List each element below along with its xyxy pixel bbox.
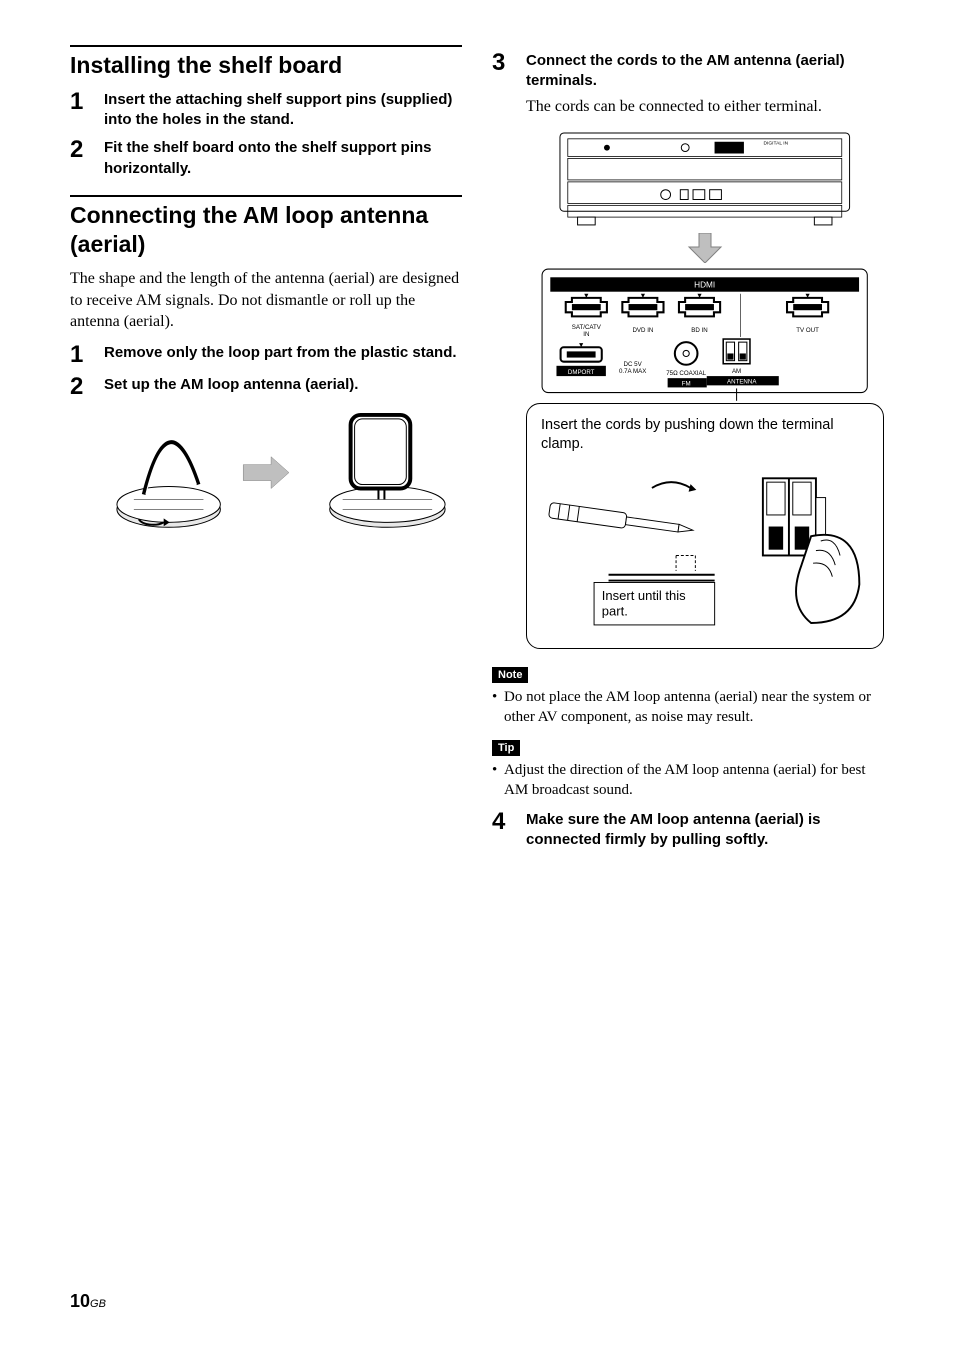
antenna-steps: 1 Remove only the loop part from the pla… [70, 343, 462, 552]
svg-text:TV OUT: TV OUT [797, 327, 820, 334]
callout-box: Insert the cords by pushing down the ter… [526, 403, 884, 649]
step-text: Insert the attaching shelf support pins … [104, 90, 462, 131]
clamp-illustration: Insert until this part. [541, 459, 869, 633]
note-bullet: • Do not place the AM loop antenna (aeri… [492, 687, 884, 728]
callout-inner-line1: Insert until this [602, 588, 686, 603]
left-column: Installing the shelf board 1 Insert the … [70, 45, 462, 867]
svg-text:75Ω COAXIAL: 75Ω COAXIAL [667, 370, 707, 377]
step-text: Remove only the loop part from the plast… [104, 343, 462, 363]
step-text: Fit the shelf board onto the shelf suppo… [104, 138, 462, 179]
page-number: 10GB [70, 1291, 106, 1312]
tip-bullet: • Adjust the direction of the AM loop an… [492, 760, 884, 801]
svg-text:IN: IN [584, 331, 590, 338]
section-rule [70, 195, 462, 197]
rear-panel-illustration: HDMI SAT/CATVIN [540, 267, 869, 401]
step3-bold: Connect the cords to the AM antenna (aer… [526, 51, 884, 92]
svg-text:BD IN: BD IN [692, 327, 708, 334]
step-number: 2 [70, 138, 104, 162]
antenna-intro: The shape and the length of the antenna … [70, 268, 462, 333]
shelf-steps: 1 Insert the attaching shelf support pin… [70, 90, 462, 179]
antenna-illustration [104, 405, 462, 534]
step-number: 1 [70, 90, 104, 114]
tip-text: Adjust the direction of the AM loop ante… [504, 760, 884, 801]
step3: 3 Connect the cords to the AM antenna (a… [492, 51, 884, 649]
step3-plain: The cords can be connected to either ter… [526, 96, 884, 118]
svg-text:0.7A MAX: 0.7A MAX [619, 368, 646, 375]
section-title-antenna: Connecting the AM loop antenna (aerial) [70, 201, 462, 259]
step-number: 4 [492, 810, 526, 834]
callout-inner-line2: part. [602, 604, 628, 619]
hdmi-label: HDMI [694, 281, 715, 290]
step-number: 3 [492, 51, 526, 75]
step-text: Set up the AM loop antenna (aerial). [104, 375, 462, 395]
svg-text:DVD IN: DVD IN [633, 327, 654, 334]
arrow-down-icon [685, 233, 725, 263]
right-column: 3 Connect the cords to the AM antenna (a… [492, 45, 884, 867]
step-number: 2 [70, 375, 104, 399]
note-badge: Note [492, 667, 528, 683]
device-rear-illustration: DIGITAL IN [558, 131, 852, 229]
svg-text:DMPORT: DMPORT [568, 369, 595, 376]
step-number: 1 [70, 343, 104, 367]
callout-text: Insert the cords by pushing down the ter… [541, 416, 869, 454]
svg-text:SAT/CATV: SAT/CATV [572, 324, 602, 331]
note-text: Do not place the AM loop antenna (aerial… [504, 687, 884, 728]
svg-text:FM: FM [682, 380, 691, 387]
step4: 4 Make sure the AM loop antenna (aerial)… [492, 810, 884, 851]
step4-text: Make sure the AM loop antenna (aerial) i… [526, 810, 884, 851]
svg-text:DC 5V: DC 5V [624, 361, 643, 368]
tip-badge: Tip [492, 740, 520, 756]
svg-text:ANTENNA: ANTENNA [727, 378, 757, 385]
section-rule [70, 45, 462, 47]
section-title-shelf: Installing the shelf board [70, 51, 462, 80]
svg-text:AM: AM [732, 368, 741, 375]
svg-text:DIGITAL IN: DIGITAL IN [764, 141, 789, 147]
